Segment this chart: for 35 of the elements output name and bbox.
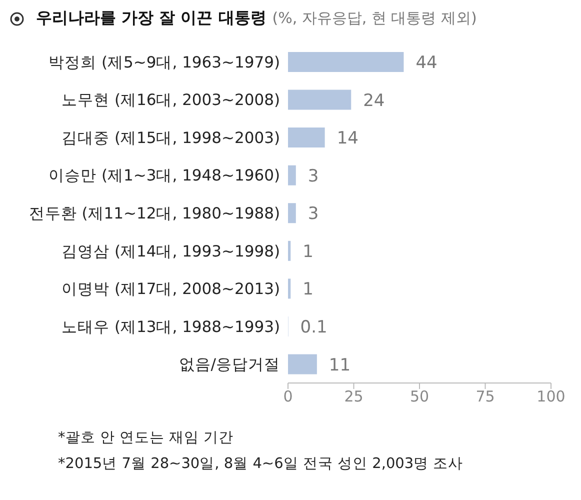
bar: [288, 90, 352, 110]
bar: [288, 165, 296, 186]
y-tick-label: 박정희 (제5~9대, 1963~1979): [48, 53, 280, 72]
data-label: 11: [328, 355, 351, 376]
data-label: 3: [308, 166, 319, 186]
text: *2015년 7월 28~30일, 8월 4~6일 전국 성인 2,003명 조사: [58, 455, 464, 474]
data-label: 3: [308, 204, 319, 224]
x-tick-label: 75: [476, 388, 495, 406]
y-tick-label: 없음/응답거절: [178, 356, 280, 374]
y-tick-label: 이명박 (제17대, 2008~2013): [62, 280, 280, 298]
x-tick-label: 100: [536, 388, 566, 406]
data-label: 0.1: [300, 317, 328, 338]
bar: [288, 240, 291, 261]
bar: [288, 203, 296, 224]
bar: [288, 278, 291, 299]
bar: [288, 128, 325, 148]
data-label: 14: [336, 128, 358, 149]
bar: [288, 354, 317, 374]
x-tick-label: 50: [410, 388, 430, 406]
chart-subtitle: (%, 자유응답, 현 대통령 제외): [272, 9, 477, 28]
data-label: 44: [416, 53, 438, 74]
bar: [288, 52, 404, 72]
data-label: 1: [302, 242, 314, 262]
data-label: 1: [302, 280, 314, 300]
data-label: 24: [363, 90, 385, 111]
y-tick-label: 김영삼 (제14대, 1993~1998): [62, 242, 280, 260]
x-tick-label: 0: [283, 388, 293, 406]
y-tick-label: 노태우 (제13대, 1988~1993): [62, 318, 280, 336]
text: *괄호 안 연도는 재임 기간: [58, 429, 235, 448]
y-tick-label: 이승만 (제1~3대, 1948~1960): [48, 166, 280, 185]
y-tick-label: 전두환 (제11~12대, 1980~1988): [28, 204, 280, 223]
x-tick-label: 25: [344, 388, 364, 406]
y-tick-label: 노무현 (제16대, 2003~2008): [62, 91, 280, 110]
y-tick-label: 김대중 (제15대, 1998~2003): [62, 128, 280, 147]
text: 우리나라를 가장 잘 이끈 대통령: [36, 8, 266, 29]
